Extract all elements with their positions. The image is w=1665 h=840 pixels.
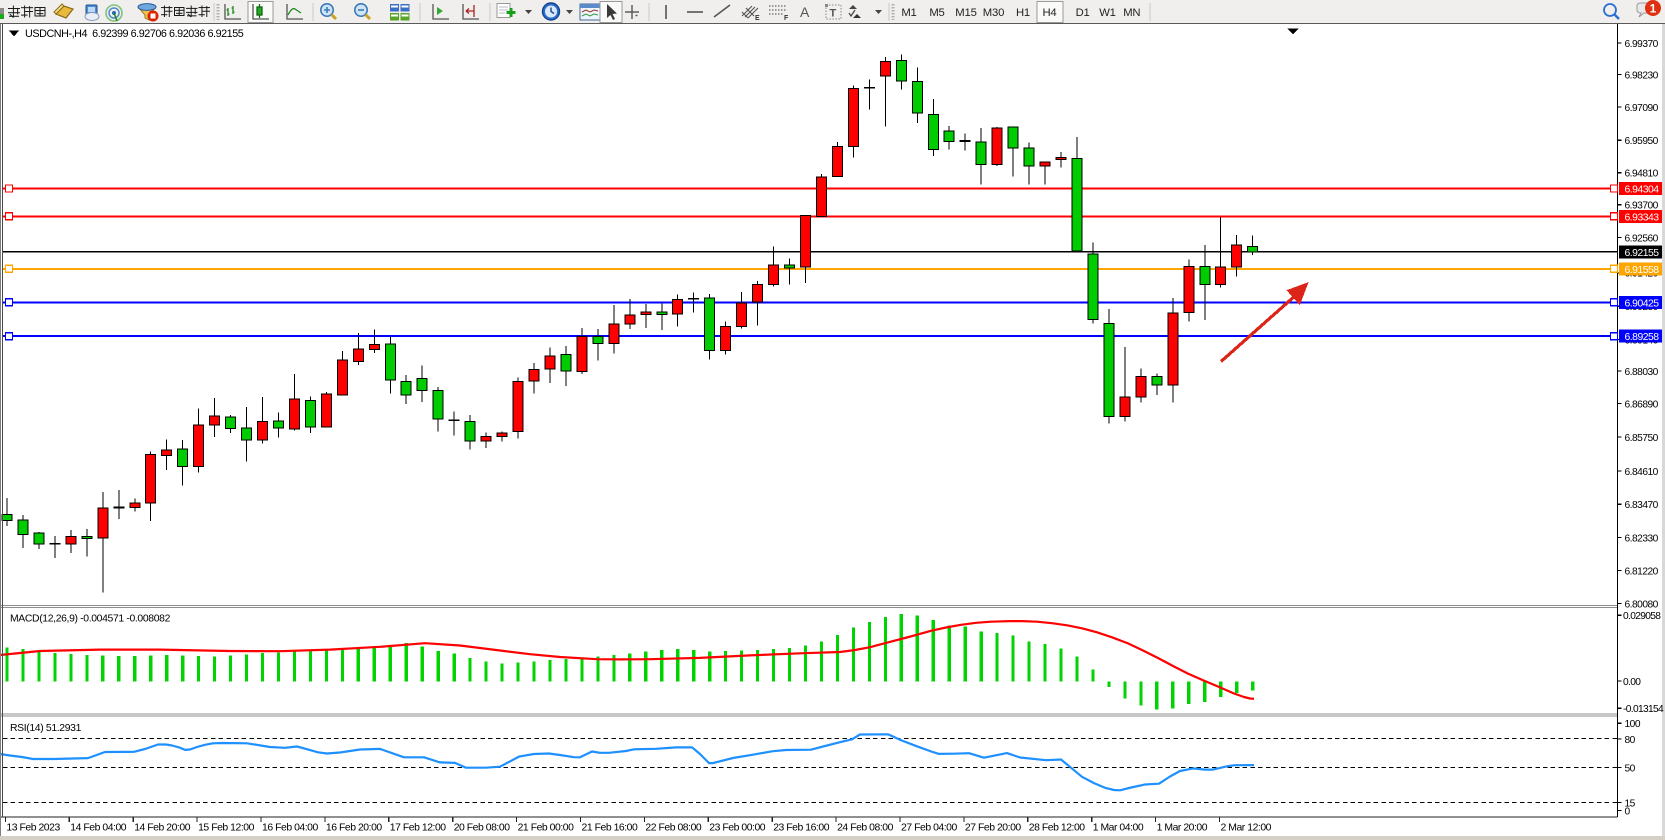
svg-text:6.95950: 6.95950 bbox=[1625, 136, 1659, 147]
svg-text:13 Feb 2023: 13 Feb 2023 bbox=[6, 823, 60, 834]
svg-text:MACD(12,26,9) -0.004571 -0.008: MACD(12,26,9) -0.004571 -0.008082 bbox=[10, 614, 171, 625]
svg-text:2 Mar 12:00: 2 Mar 12:00 bbox=[1221, 823, 1272, 834]
svg-text:6.94810: 6.94810 bbox=[1625, 169, 1659, 180]
svg-text:24 Feb 08:00: 24 Feb 08:00 bbox=[837, 823, 894, 834]
svg-text:6.92155: 6.92155 bbox=[1625, 248, 1660, 259]
svg-text:21 Feb 00:00: 21 Feb 00:00 bbox=[518, 823, 575, 834]
svg-text:6.90425: 6.90425 bbox=[1625, 298, 1660, 309]
svg-text:15 Feb 12:00: 15 Feb 12:00 bbox=[198, 823, 255, 834]
svg-text:27 Feb 04:00: 27 Feb 04:00 bbox=[901, 823, 958, 834]
svg-text:0.029058: 0.029058 bbox=[1623, 611, 1661, 622]
svg-text:F: F bbox=[784, 15, 789, 22]
svg-text:1 Mar 04:00: 1 Mar 04:00 bbox=[1093, 823, 1144, 834]
svg-text:27 Feb 20:00: 27 Feb 20:00 bbox=[965, 823, 1022, 834]
svg-text:M5: M5 bbox=[929, 7, 944, 19]
svg-text:6.97090: 6.97090 bbox=[1625, 103, 1659, 114]
svg-text:6.89258: 6.89258 bbox=[1625, 332, 1660, 343]
svg-text:28 Feb 12:00: 28 Feb 12:00 bbox=[1029, 823, 1086, 834]
svg-text:6.93343: 6.93343 bbox=[1625, 212, 1660, 223]
svg-text:16 Feb 04:00: 16 Feb 04:00 bbox=[262, 823, 319, 834]
svg-text:M15: M15 bbox=[955, 7, 976, 19]
svg-text:50: 50 bbox=[1625, 763, 1636, 774]
svg-text:6.99370: 6.99370 bbox=[1625, 39, 1659, 50]
svg-text:0.00: 0.00 bbox=[1623, 677, 1641, 688]
svg-text:RSI(14) 51.2931: RSI(14) 51.2931 bbox=[10, 723, 82, 734]
svg-text:6.83470: 6.83470 bbox=[1625, 500, 1659, 511]
svg-text:6.85750: 6.85750 bbox=[1625, 433, 1659, 444]
svg-text:17 Feb 12:00: 17 Feb 12:00 bbox=[390, 823, 447, 834]
svg-text:1 Mar 20:00: 1 Mar 20:00 bbox=[1157, 823, 1208, 834]
svg-text:6.88030: 6.88030 bbox=[1625, 367, 1659, 378]
svg-text:14 Feb 04:00: 14 Feb 04:00 bbox=[70, 823, 127, 834]
svg-text:6.81220: 6.81220 bbox=[1625, 566, 1659, 577]
svg-text:6.94304: 6.94304 bbox=[1625, 185, 1660, 196]
svg-text:MN: MN bbox=[1123, 7, 1140, 19]
svg-text:22 Feb 08:00: 22 Feb 08:00 bbox=[645, 823, 702, 834]
svg-text:-0.013154: -0.013154 bbox=[1623, 704, 1664, 715]
svg-text:15: 15 bbox=[1625, 798, 1636, 809]
svg-text:H1: H1 bbox=[1016, 7, 1030, 19]
svg-text:6.91558: 6.91558 bbox=[1625, 265, 1660, 276]
svg-text:6.80080: 6.80080 bbox=[1625, 599, 1659, 610]
svg-text:23 Feb 00:00: 23 Feb 00:00 bbox=[709, 823, 766, 834]
svg-text:20 Feb 08:00: 20 Feb 08:00 bbox=[454, 823, 511, 834]
svg-text:M1: M1 bbox=[901, 7, 916, 19]
svg-text:6.84610: 6.84610 bbox=[1625, 467, 1659, 478]
svg-text:6.93700: 6.93700 bbox=[1625, 201, 1659, 212]
svg-text:M30: M30 bbox=[983, 7, 1004, 19]
svg-text:21 Feb 16:00: 21 Feb 16:00 bbox=[582, 823, 639, 834]
svg-text:6.92560: 6.92560 bbox=[1625, 233, 1659, 244]
svg-text:0: 0 bbox=[1625, 806, 1631, 817]
svg-text:100: 100 bbox=[1625, 719, 1641, 730]
svg-text:23 Feb 16:00: 23 Feb 16:00 bbox=[773, 823, 830, 834]
svg-text:6.98230: 6.98230 bbox=[1625, 70, 1659, 81]
svg-text:16 Feb 20:00: 16 Feb 20:00 bbox=[326, 823, 383, 834]
svg-text:A: A bbox=[800, 4, 810, 20]
svg-text:E: E bbox=[755, 15, 760, 22]
svg-text:14 Feb 20:00: 14 Feb 20:00 bbox=[134, 823, 191, 834]
svg-text:1: 1 bbox=[1650, 2, 1657, 16]
svg-text:H4: H4 bbox=[1042, 7, 1056, 19]
svg-text:80: 80 bbox=[1625, 735, 1636, 746]
svg-text:USDCNH-,H4 6.92399 6.92706 6.: USDCNH-,H4 6.92399 6.92706 6.92036 6.921… bbox=[25, 28, 244, 40]
svg-text:W1: W1 bbox=[1099, 7, 1116, 19]
svg-text:6.86890: 6.86890 bbox=[1625, 399, 1659, 410]
svg-text:D1: D1 bbox=[1076, 7, 1090, 19]
svg-text:T: T bbox=[830, 8, 837, 20]
svg-text:6.82330: 6.82330 bbox=[1625, 533, 1659, 544]
